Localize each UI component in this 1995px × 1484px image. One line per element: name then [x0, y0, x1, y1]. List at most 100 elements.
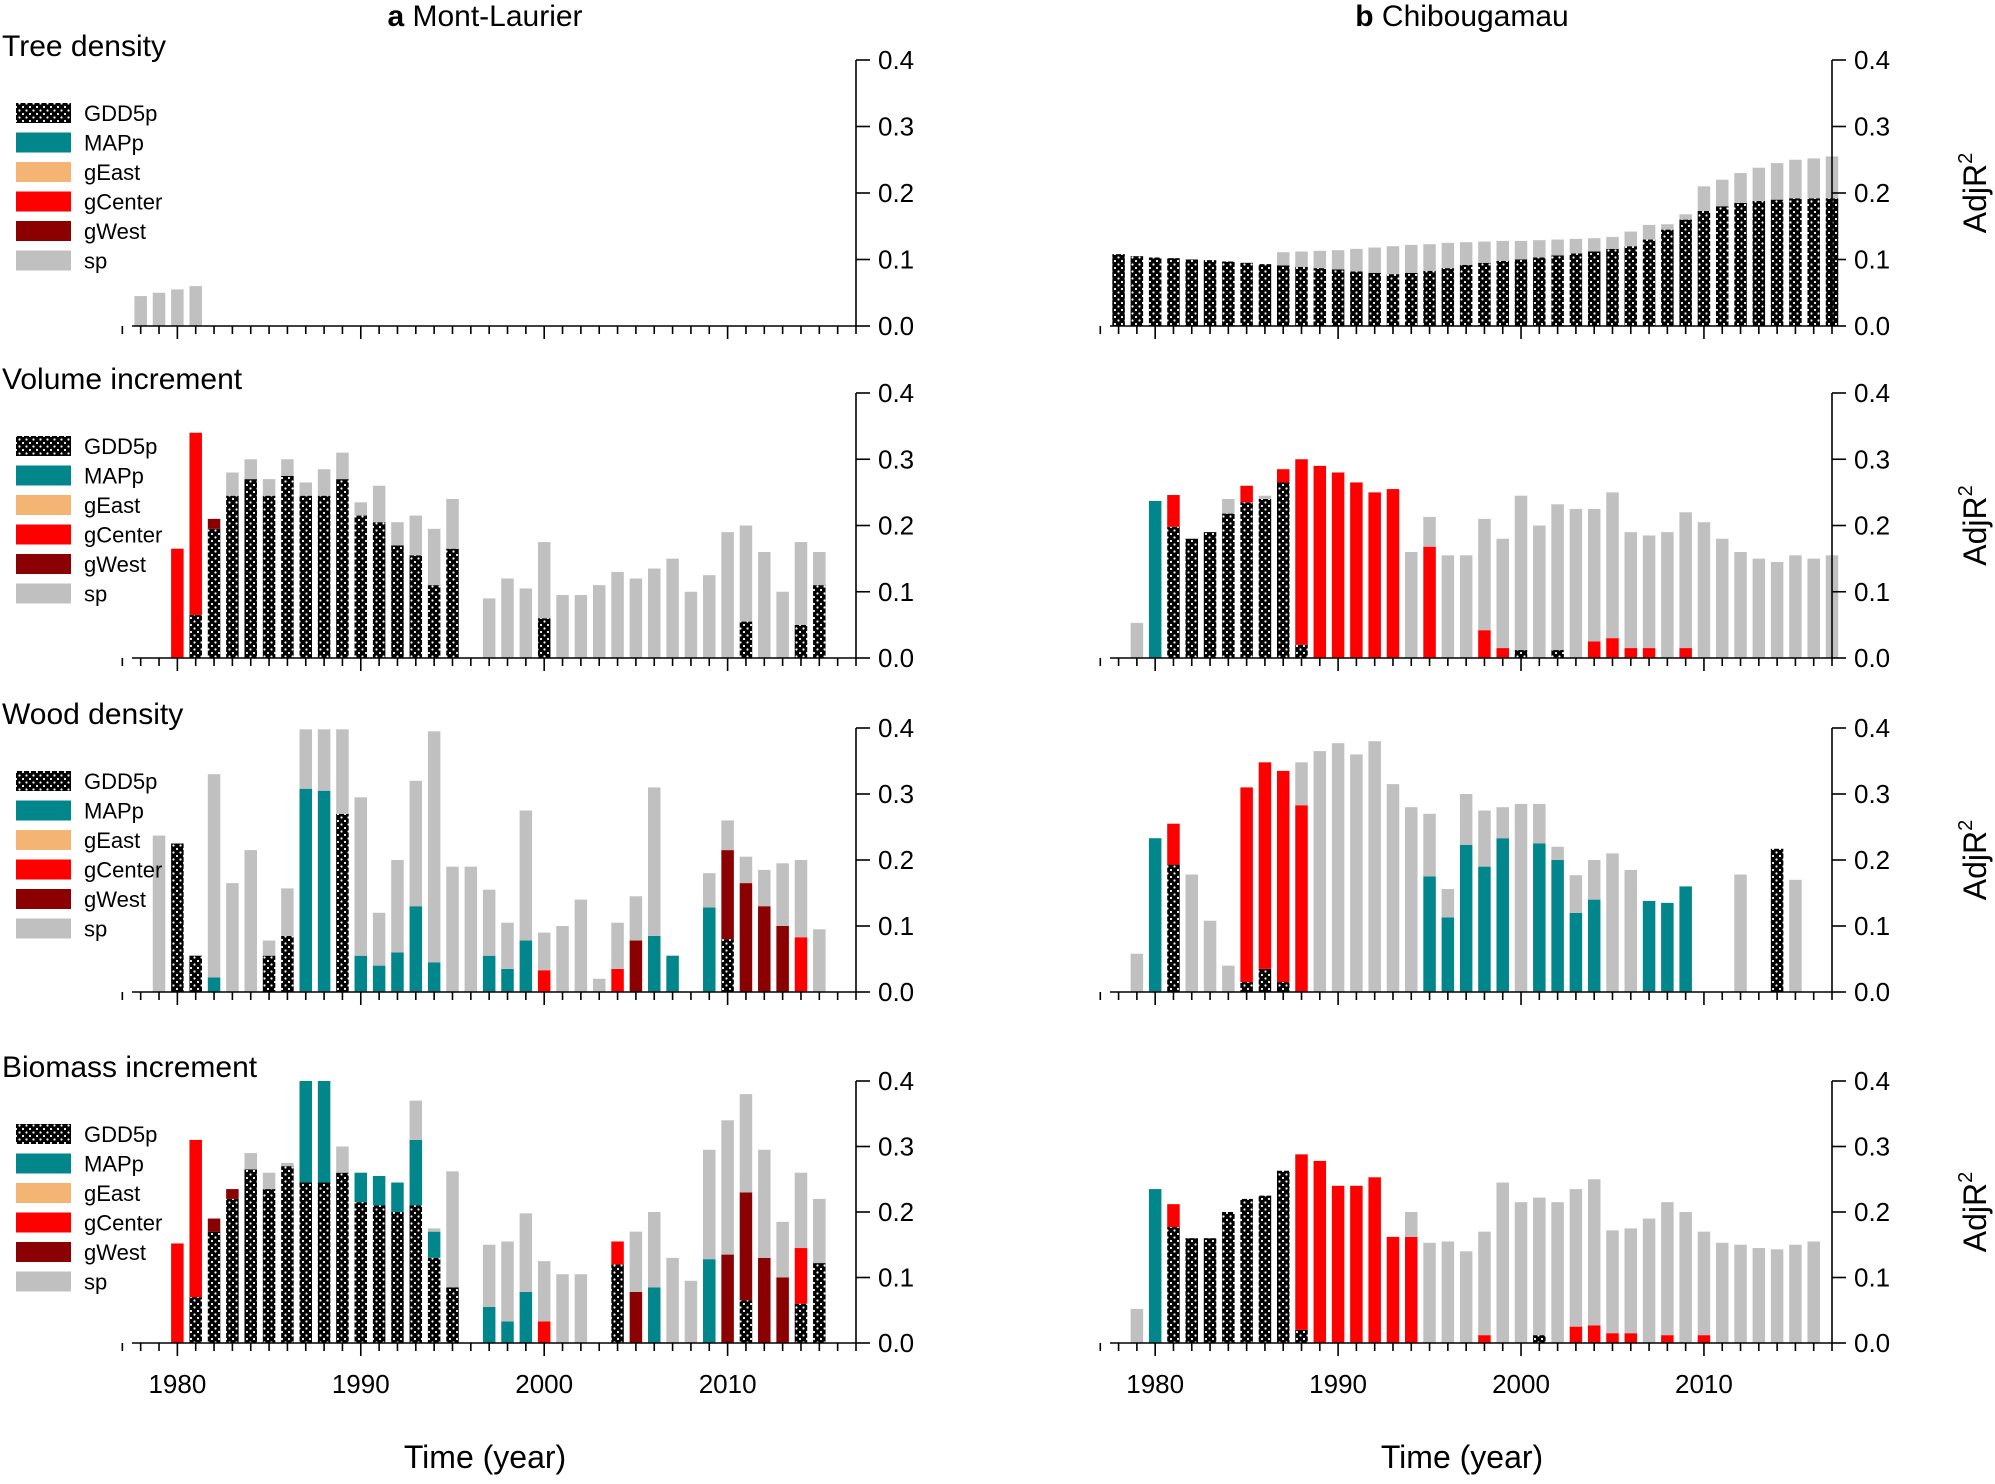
bar-segment — [482, 598, 496, 659]
bar-segment — [519, 588, 533, 658]
bar-segment — [1533, 1335, 1546, 1343]
bar-segment — [574, 595, 588, 658]
bar-segment — [794, 542, 808, 625]
row-title: Tree density — [2, 30, 166, 63]
legend-swatch — [16, 465, 71, 486]
bar-segment — [1770, 1249, 1784, 1343]
bar-segment — [1514, 1202, 1528, 1343]
bar-segment — [1606, 1230, 1619, 1334]
legend-label: gEast — [84, 1181, 140, 1206]
bar-segment — [1185, 874, 1199, 992]
bar-segment — [1222, 513, 1235, 658]
bar-segment — [1807, 558, 1820, 659]
bar-segment — [134, 296, 147, 326]
legend-swatch — [16, 191, 71, 212]
bar-segment — [1295, 805, 1308, 992]
bar-segment — [1185, 1238, 1199, 1343]
bar-segment — [574, 899, 588, 992]
legend-label: MAPp — [84, 1152, 144, 1177]
bar-segment — [647, 568, 661, 658]
legend-label: sp — [84, 582, 107, 607]
bar-segment — [629, 578, 643, 658]
legend-swatch — [16, 1183, 71, 1203]
bar-segment — [207, 1231, 221, 1343]
y-tick-label: 0.4 — [1854, 378, 1890, 408]
bar-segment — [1807, 158, 1820, 199]
bar-segment — [1222, 499, 1235, 514]
bar-segment — [1405, 807, 1418, 992]
bar-segment — [1569, 1189, 1583, 1327]
bar-segment — [336, 479, 349, 659]
bar-segment — [446, 1287, 459, 1343]
bar-segment — [1405, 272, 1418, 326]
bar-segment — [1789, 555, 1802, 658]
y-tick-label: 0.0 — [878, 311, 914, 341]
bar-segment — [666, 955, 679, 992]
bar-segment — [189, 1297, 202, 1343]
bar-segment — [611, 968, 624, 992]
bar-segment — [281, 1166, 294, 1343]
bar-segment — [482, 1244, 496, 1307]
x-tick-label: 1980 — [1126, 1369, 1184, 1399]
bar-segment — [684, 591, 698, 658]
bar-segment — [1295, 251, 1308, 267]
bar-segment — [1203, 532, 1217, 659]
bar-segment — [519, 940, 533, 992]
bar-segment — [1661, 902, 1674, 992]
y-tick-label: 0.1 — [1854, 245, 1890, 275]
x-tick-label: 1990 — [1309, 1369, 1367, 1399]
bar-segment — [299, 788, 313, 992]
bar-segment — [647, 935, 661, 992]
bar-segment — [794, 1248, 808, 1304]
bar-segment — [721, 820, 734, 851]
bar-segment — [739, 1300, 753, 1343]
bar-segment — [1697, 1335, 1711, 1343]
legend-swatch — [16, 583, 71, 604]
bar-segment — [592, 585, 606, 659]
y-tick-label: 0.2 — [1854, 511, 1890, 541]
legend-label: gEast — [84, 160, 140, 185]
bar-segment — [703, 575, 716, 658]
bar-segment — [427, 1231, 441, 1258]
y-tick-label: 0.3 — [878, 1132, 914, 1162]
bar-segment — [1130, 622, 1144, 658]
bar-segment — [537, 618, 551, 658]
bar-segment — [1624, 1228, 1638, 1334]
bar-segment — [189, 1139, 202, 1298]
bar-segment — [354, 955, 368, 992]
bar-segment — [1734, 552, 1747, 658]
bar-segment — [1295, 644, 1308, 658]
bar-segment — [244, 1153, 257, 1170]
bar-segment — [1331, 743, 1345, 992]
bar-segment — [1258, 1195, 1272, 1344]
legend-label: gCenter — [84, 1211, 162, 1236]
panel: 1980 1990 2000 2010 0.0 0.1 0.2 0.3 0.4 Biomass i… — [2, 1051, 914, 1399]
bar-segment — [1368, 1177, 1381, 1343]
bar-segment — [1587, 508, 1601, 642]
y-tick-label: 0.1 — [1854, 577, 1890, 607]
bar-segment — [1569, 253, 1583, 326]
bar-segment — [1587, 1179, 1601, 1326]
bar-segment — [1258, 499, 1272, 658]
bar-segment — [1240, 485, 1253, 503]
bar-segment — [1679, 1212, 1692, 1343]
bar-segment — [1222, 261, 1235, 326]
bar-segment — [1770, 561, 1784, 658]
y-tick-label: 0.3 — [1854, 779, 1890, 809]
bar-segment — [1313, 751, 1327, 992]
y-tick-label: 0.1 — [878, 245, 914, 275]
bar-segment — [1551, 255, 1564, 326]
bar-segment — [794, 1172, 808, 1249]
bar-segment — [171, 289, 184, 326]
y-tick-label: 0.3 — [878, 444, 914, 474]
bar-segment — [1496, 838, 1509, 992]
bar-segment — [391, 522, 404, 546]
bar-segment — [1368, 247, 1381, 273]
x-axis-label: Time (year) — [404, 1439, 566, 1475]
bar-segment — [1167, 823, 1180, 865]
y-tick-label: 0.2 — [878, 178, 914, 208]
bar-segment — [721, 939, 734, 992]
bar-segment — [739, 1094, 753, 1193]
y-axis-label: AdjR2 — [1955, 153, 1993, 233]
bar-segment — [317, 790, 331, 992]
